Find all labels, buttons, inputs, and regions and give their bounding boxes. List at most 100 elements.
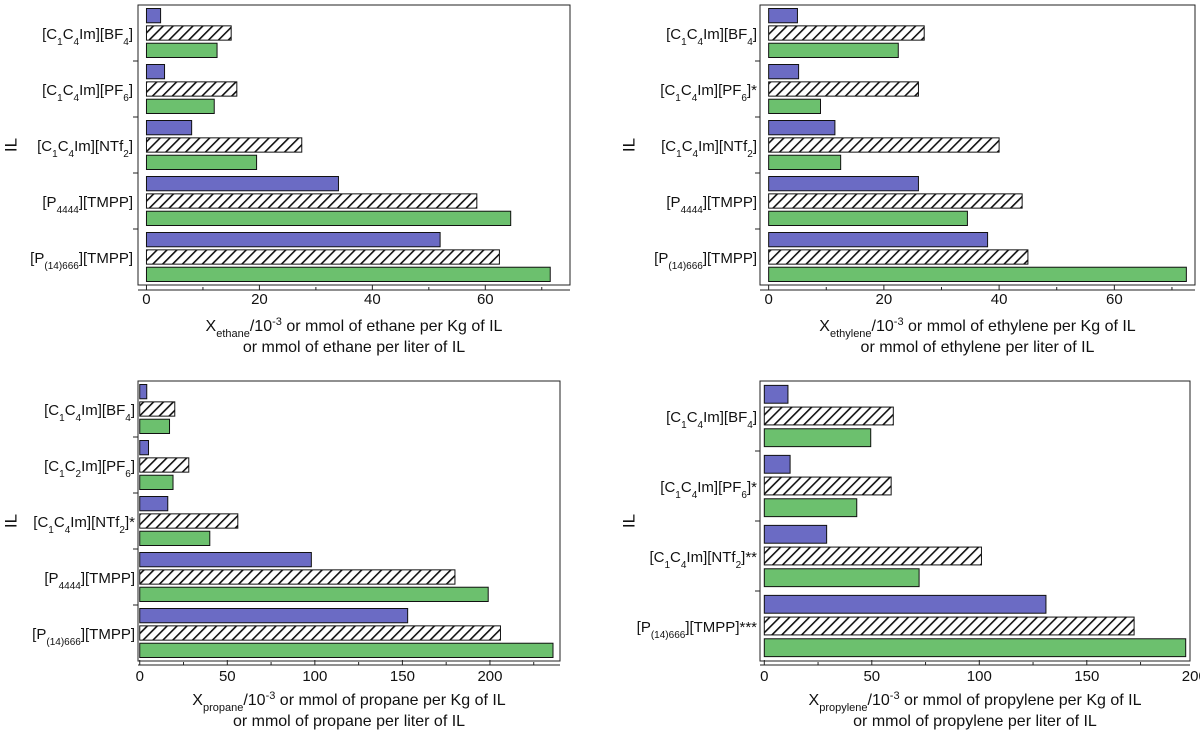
category-label-part: 4444: [681, 205, 704, 216]
category-label-part: Im][BF: [703, 26, 747, 43]
y-axis-label: IL: [1, 514, 20, 528]
category-label-part: [C: [42, 82, 57, 99]
category-label-part: ][TMPP]: [79, 194, 133, 211]
category-label-part: [C: [660, 479, 675, 496]
bar-series-3: [768, 42, 899, 59]
category-label-part: [P: [44, 570, 58, 587]
x-axis-label-line-1-part: or mmol of propane per Kg of IL: [275, 692, 505, 709]
category-label-part: 1: [57, 93, 63, 104]
category-label-part: C: [65, 402, 76, 419]
x-tick-label: 150: [390, 668, 415, 685]
bar-series-1: [145, 8, 162, 24]
category-label: [C1C4Im][NTf2]: [37, 138, 133, 160]
category-label-part: 1: [676, 149, 682, 160]
x-tick-label: 100: [967, 668, 992, 685]
category-label-part: (14)666: [44, 261, 79, 272]
category-label-part: 2: [76, 469, 82, 480]
category-label-part: Im][PF: [79, 82, 123, 99]
category-label-part: ]**: [741, 549, 757, 566]
category-label-part: (14)666: [668, 261, 703, 272]
x-axis-label-line-1: Xpropylene/10-3 or mmol of propylene per…: [809, 690, 1142, 714]
category-label-part: 1: [59, 469, 65, 480]
x-axis-label-line-1-part: -3: [266, 690, 276, 702]
bar-series-3: [145, 98, 215, 115]
bar-series-1: [139, 552, 312, 568]
category-label-part: ][TMPP]: [81, 570, 135, 587]
x-axis-label-line-1-part: -3: [272, 316, 282, 328]
bar-series-3: [763, 428, 872, 448]
bar-series-2: [139, 513, 239, 529]
x-tick-label: 60: [1106, 291, 1123, 308]
x-axis-label-line-1-part: propylene: [819, 702, 867, 714]
plot-frame: [137, 4, 571, 286]
y-axis-label: IL: [619, 138, 638, 152]
category-label-part: 6: [125, 469, 131, 480]
x-tick-label: 60: [477, 291, 494, 308]
category-label-part: Im][NTf: [698, 138, 748, 155]
x-tick-label: 150: [1074, 668, 1099, 685]
x-axis-label-line-1-part: -3: [894, 316, 904, 328]
x-tick-label: 40: [991, 291, 1008, 308]
x-tick-label: 0: [760, 668, 768, 685]
bar-series-3: [768, 154, 842, 171]
bar-series-2: [139, 401, 176, 417]
bar-series-3: [145, 266, 551, 283]
x-axis-label-line-2: or mmol of propylene per liter of IL: [853, 713, 1097, 730]
category-label-part: [C: [42, 26, 57, 43]
x-axis-label-line-1-part: X: [192, 692, 203, 709]
bar-series-1: [139, 496, 169, 512]
category-label-part: 4: [747, 37, 753, 48]
bar-series-3: [768, 210, 968, 227]
category-label-part: ][TMPP]: [79, 250, 133, 267]
category-label-part: 1: [52, 149, 58, 160]
category-label-part: 4: [65, 525, 71, 536]
category-label-part: 4: [74, 37, 80, 48]
category-label-part: Im][NTf: [74, 138, 124, 155]
category-label-part: 6: [741, 93, 747, 104]
category-label-part: 2: [747, 149, 753, 160]
bar-series-3: [145, 42, 218, 59]
bar-series-1: [763, 454, 791, 474]
x-tick-label: 0: [136, 668, 144, 685]
category-label-part: ]: [129, 26, 133, 43]
bar-series-3: [139, 418, 171, 435]
x-axis-label-line-1: Xethane/10-3 or mmol of ethane per Kg of…: [206, 316, 503, 340]
plot-frame: [137, 380, 561, 662]
x-axis-label-line-1-part: or mmol of ethane per Kg of IL: [282, 318, 503, 335]
bar-series-3: [768, 98, 821, 115]
bar-series-2: [763, 546, 982, 566]
category-label-part: [P: [666, 194, 680, 211]
category-label-part: 1: [59, 413, 65, 424]
category-label-part: ]: [131, 458, 135, 475]
chart-panel-propylene: [C1C4Im][BF4][C1C4Im][PF6]*[C1C4Im][NTf2…: [619, 380, 1200, 730]
category-label-part: 4: [692, 490, 698, 501]
x-axis-label-line-1-part: X: [809, 692, 820, 709]
category-label-part: [P: [42, 194, 56, 211]
category-label-part: [P: [654, 250, 668, 267]
x-axis-label-line-1-part: X: [206, 318, 217, 335]
bar-series-1: [763, 594, 1047, 614]
category-label: [C1C4Im][BF4]: [666, 26, 757, 48]
category-label-part: 4: [747, 420, 753, 431]
category-label-part: Im][BF: [703, 409, 747, 426]
x-tick-label: 0: [142, 291, 150, 308]
category-label: [P4444][TMPP]: [44, 570, 135, 592]
x-tick-label: 0: [764, 291, 772, 308]
category-label-part: C: [65, 458, 76, 475]
plot-frame: [759, 4, 1196, 286]
bar-series-2: [145, 81, 238, 97]
category-label-part: 1: [57, 37, 63, 48]
bar-series-2: [763, 406, 894, 426]
bar-series-2: [139, 457, 190, 473]
category-label-part: Im][PF: [697, 82, 741, 99]
category-label-part: Im][BF: [79, 26, 123, 43]
category-label-part: ]*: [125, 514, 135, 531]
bar-series-3: [139, 474, 174, 491]
category-label-part: ][TMPP]: [703, 194, 757, 211]
x-tick-label: 20: [876, 291, 893, 308]
bar-series-2: [768, 249, 1029, 265]
category-label-part: 1: [675, 93, 681, 104]
category-label-part: C: [681, 479, 692, 496]
category-label: [P(14)666][TMPP]: [30, 250, 133, 272]
